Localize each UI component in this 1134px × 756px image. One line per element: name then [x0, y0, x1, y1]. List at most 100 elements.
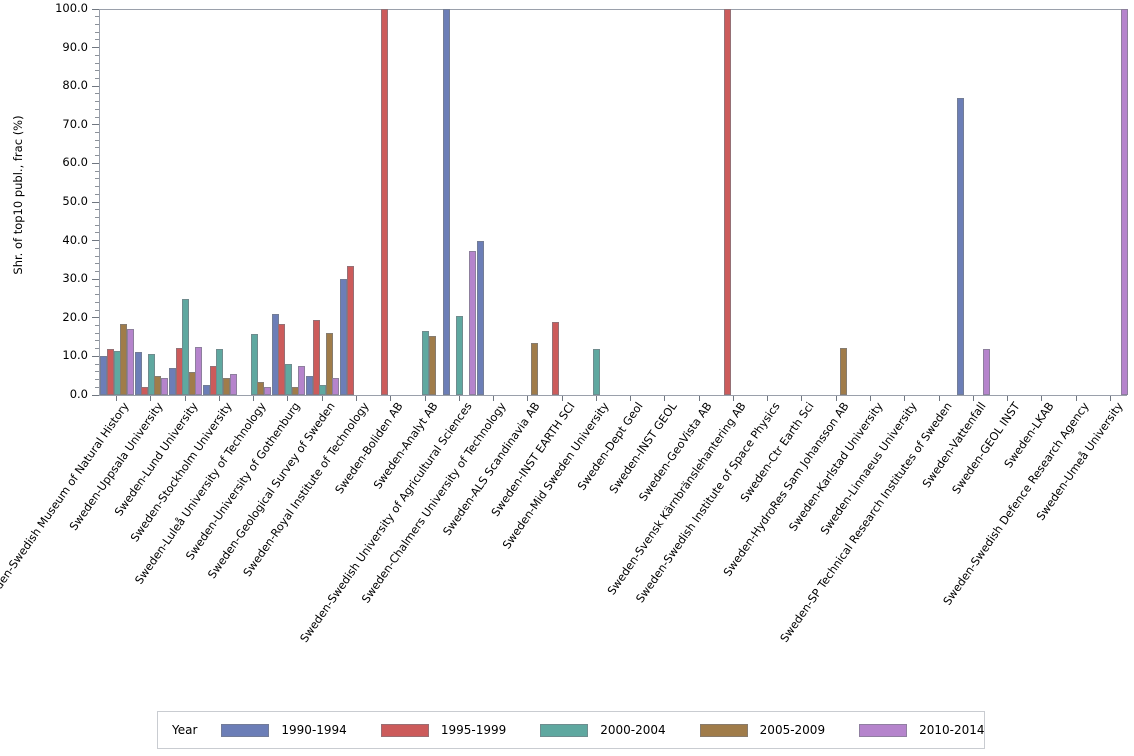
bar-group [168, 9, 203, 395]
bar[interactable] [983, 348, 991, 395]
legend-entry[interactable]: 2005-2009 [699, 723, 826, 737]
bar[interactable] [100, 356, 108, 395]
y-axis-tick-label: 100.0 [55, 1, 88, 15]
bar[interactable] [552, 321, 560, 395]
bar[interactable] [477, 240, 485, 395]
x-axis-tick-mark [287, 396, 289, 401]
bar-group [649, 9, 682, 395]
y-axis-tick-label: 10.0 [62, 348, 88, 363]
bar[interactable] [126, 328, 134, 395]
bar[interactable] [107, 349, 115, 395]
y-axis-tick-label: 40.0 [62, 232, 88, 247]
bar[interactable] [346, 266, 354, 395]
bar[interactable] [593, 349, 601, 395]
bar[interactable] [263, 387, 271, 395]
legend-label: 2005-2009 [759, 723, 826, 737]
y-axis-minor-tick-mark [95, 270, 99, 272]
bar[interactable] [319, 385, 327, 395]
x-axis-tick-mark [1007, 396, 1009, 401]
x-axis-tick-mark [390, 396, 392, 401]
bar[interactable] [195, 346, 203, 395]
bar-group [306, 9, 340, 395]
legend-entry[interactable]: 2010-2014 [859, 723, 985, 737]
bar[interactable] [161, 378, 169, 395]
y-axis-minor-tick-mark [95, 363, 99, 365]
bar[interactable] [531, 342, 539, 395]
bar[interactable] [340, 279, 348, 395]
bar[interactable] [250, 334, 258, 395]
x-axis-tick-mark [870, 396, 871, 401]
y-axis-minor-tick-mark [95, 379, 99, 381]
bar[interactable] [182, 298, 190, 395]
y-axis-tick-label: 70.0 [62, 116, 88, 131]
x-axis-tick-mark [595, 396, 597, 401]
x-axis-tick-mark [253, 396, 255, 401]
bar-group [1060, 9, 1093, 395]
bar[interactable] [203, 385, 211, 395]
bar[interactable] [957, 97, 965, 395]
legend-entry[interactable]: 1995-1999 [380, 723, 506, 737]
bar[interactable] [381, 9, 389, 395]
y-axis-tick-mark [92, 8, 99, 10]
bar[interactable] [141, 386, 149, 395]
bar[interactable] [428, 335, 436, 395]
legend-entry[interactable]: 1990-1994 [221, 723, 347, 737]
chart-legend: Year 1990-1994 1995-1999 2000-2004 2005-200… [157, 711, 985, 749]
bar[interactable] [1120, 9, 1128, 395]
bar[interactable] [229, 373, 237, 395]
y-axis-tick-mark [92, 317, 99, 319]
bar-group [512, 9, 545, 395]
bar[interactable] [147, 354, 155, 395]
bar-group [375, 9, 408, 395]
bar[interactable] [723, 9, 731, 395]
bar[interactable] [216, 348, 224, 395]
bar[interactable] [120, 324, 128, 395]
y-axis-tick-label: 50.0 [62, 194, 88, 208]
bar[interactable] [175, 347, 183, 395]
bar[interactable] [113, 350, 121, 395]
bar[interactable] [839, 347, 847, 395]
bar[interactable] [168, 367, 176, 395]
bar[interactable] [209, 366, 217, 395]
bar[interactable] [332, 378, 340, 395]
bar[interactable] [284, 364, 292, 395]
y-axis-minor-tick-mark [95, 332, 99, 334]
y-axis-minor-tick-mark [95, 108, 99, 110]
bar[interactable] [188, 372, 196, 395]
bar[interactable] [154, 376, 162, 395]
y-axis-minor-tick-mark [95, 39, 99, 41]
x-axis-tick-mark [664, 396, 666, 401]
legend-label: 2000-2004 [600, 723, 666, 737]
bar-group [409, 9, 442, 395]
y-axis-minor-tick-mark [95, 23, 99, 25]
y-axis-minor-tick-mark [95, 193, 99, 195]
x-axis-tick-mark [732, 396, 734, 401]
bar[interactable] [312, 319, 320, 395]
bar[interactable] [257, 382, 265, 395]
x-axis-tick-mark [458, 396, 460, 401]
legend-entry[interactable]: 2000-2004 [540, 723, 666, 737]
bar[interactable] [469, 251, 477, 395]
x-axis-tick-label: Sweden-Vattenfall [919, 400, 989, 491]
bar[interactable] [298, 366, 306, 395]
bar[interactable] [325, 333, 333, 395]
x-axis-tick-mark [356, 396, 357, 401]
bar[interactable] [306, 375, 314, 395]
bar[interactable] [443, 9, 451, 395]
x-axis-tick-mark [938, 396, 940, 401]
bar[interactable] [291, 386, 299, 395]
bar[interactable] [134, 351, 142, 395]
y-axis-minor-tick-mark [95, 386, 99, 388]
x-axis-tick-mark [116, 396, 118, 401]
bar-group [752, 9, 785, 395]
bar[interactable] [422, 331, 430, 395]
bar[interactable] [278, 323, 286, 395]
y-axis-tick-mark [92, 278, 99, 280]
y-axis-tick-label: 30.0 [62, 271, 88, 286]
bar[interactable] [271, 313, 279, 395]
bar-group [546, 9, 579, 395]
bar[interactable] [456, 315, 464, 395]
bar-group [443, 9, 477, 395]
x-axis-tick-label: Sweden-Swedish Museum of Natural History [0, 400, 132, 611]
bar[interactable] [223, 377, 231, 395]
